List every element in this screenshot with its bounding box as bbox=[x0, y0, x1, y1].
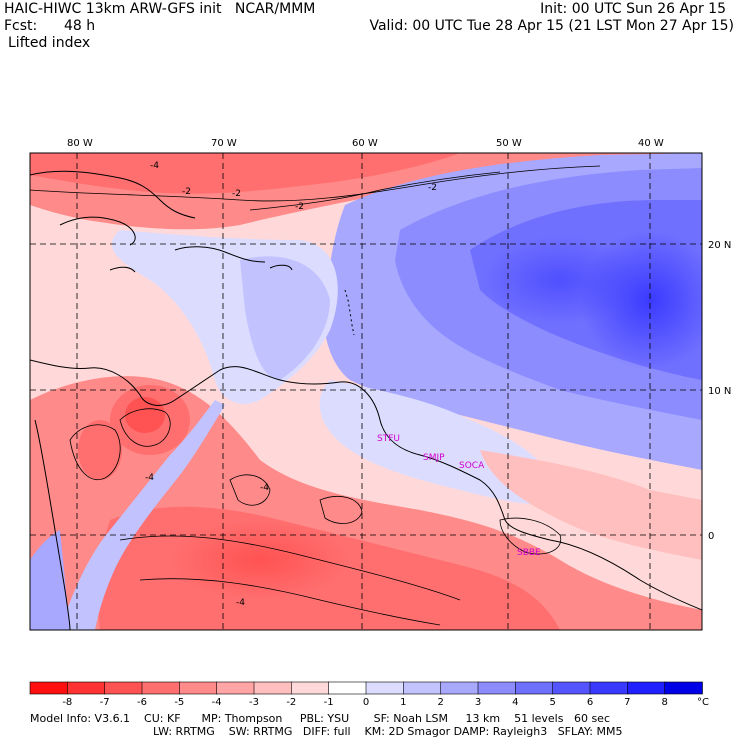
colorbar-swatch bbox=[179, 681, 218, 695]
model-info-line2: LW: RRTMG SW: RRTMG DIFF: full KM: 2D Sm… bbox=[153, 725, 623, 738]
colorbar-swatch bbox=[440, 681, 479, 695]
station-label-sbbe: SBBE bbox=[517, 548, 541, 558]
colorbar-swatch bbox=[664, 681, 703, 695]
shaded-field bbox=[30, 153, 702, 630]
lon-label-50w: 50 W bbox=[496, 138, 522, 149]
model-info-line1: Model Info: V3.6.1 CU: KF MP: Thompson P… bbox=[30, 712, 610, 725]
run-title: HAIC-HIWC 13km ARW-GFS init NCAR/MMM bbox=[4, 1, 316, 17]
colorbar-swatch bbox=[253, 681, 293, 695]
colorbar-tick-label: 6 bbox=[587, 697, 593, 708]
lon-label-40w: 40 W bbox=[638, 138, 664, 149]
lon-label-80w: 80 W bbox=[67, 138, 93, 149]
field-name: Lifted index bbox=[8, 35, 91, 51]
colorbar-swatch bbox=[67, 681, 106, 695]
forecast-hour: 48 h bbox=[64, 18, 96, 34]
colorbar-swatch bbox=[141, 681, 181, 695]
colorbar-swatch bbox=[216, 681, 255, 695]
station-label-soca: SOCA bbox=[459, 461, 485, 471]
contour-label: -2 bbox=[428, 183, 437, 193]
lat-label-0: 0 bbox=[708, 531, 714, 542]
colorbar-tick-label: -1 bbox=[324, 697, 334, 708]
colorbar-tick-label: -2 bbox=[286, 697, 296, 708]
lon-label-70w: 70 W bbox=[211, 138, 237, 149]
contour-label: -2 bbox=[182, 187, 191, 197]
colorbar-tick-label: 2 bbox=[437, 697, 443, 708]
contour-lines bbox=[30, 165, 601, 626]
colorbar-swatch bbox=[552, 681, 591, 695]
lat-label-10n: 10 N bbox=[708, 386, 731, 397]
colorbar-swatch bbox=[104, 681, 143, 695]
colorbar-tick-label: -4 bbox=[212, 697, 222, 708]
colorbar-tick-label: 1 bbox=[400, 697, 406, 708]
colorbar-tick-label: 8 bbox=[661, 697, 667, 708]
contour-label: -4 bbox=[260, 483, 269, 493]
colorbar-tick-label: 5 bbox=[549, 697, 555, 708]
colorbar-tick-label: -5 bbox=[174, 697, 184, 708]
contour-label: -4 bbox=[150, 161, 159, 171]
colorbar-tick-label: 3 bbox=[475, 697, 481, 708]
colorbar-swatch bbox=[477, 681, 517, 695]
colorbar: -8 -7 -6 -5 -4 -3 -2 -1 0 1 2 3 4 5 6 7 8 bbox=[29, 681, 703, 708]
colorbar-swatch bbox=[627, 681, 666, 695]
station-label-smjp: SMJP bbox=[423, 453, 445, 463]
contour-label: -2 bbox=[232, 189, 241, 199]
lat-label-20n: 20 N bbox=[708, 240, 731, 251]
contour-label: -4 bbox=[236, 598, 245, 608]
colorbar-swatch bbox=[328, 681, 367, 695]
colorbar-swatch bbox=[515, 681, 554, 695]
colorbar-swatch bbox=[291, 681, 330, 695]
colorbar-tick-label: -8 bbox=[62, 697, 72, 708]
colorbar-swatch bbox=[589, 681, 629, 695]
station-label-stfu: STFU bbox=[377, 434, 400, 444]
lon-label-60w: 60 W bbox=[352, 138, 378, 149]
colorbar-swatch bbox=[403, 681, 442, 695]
colorbar-swatch bbox=[29, 681, 69, 695]
colorbar-tick-label: -6 bbox=[137, 697, 147, 708]
graticule bbox=[30, 153, 702, 630]
colorbar-tick-label: 0 bbox=[363, 697, 369, 708]
init-time: Init: 00 UTC Sun 26 Apr 15 bbox=[540, 1, 726, 17]
map-frame bbox=[29, 152, 703, 631]
colorbar-tick-label: 4 bbox=[512, 697, 518, 708]
colorbar-tick-label: -3 bbox=[249, 697, 259, 708]
colorbar-tick-label: 7 bbox=[624, 697, 630, 708]
valid-time: Valid: 00 UTC Tue 28 Apr 15 (21 LST Mon … bbox=[369, 18, 734, 34]
contour-label: -2 bbox=[295, 202, 304, 212]
colorbar-unit: °C bbox=[697, 697, 709, 708]
colorbar-tick-label: -7 bbox=[100, 697, 110, 708]
contour-label: -4 bbox=[145, 473, 154, 483]
forecast-label: Fcst: bbox=[4, 18, 38, 34]
coastlines bbox=[30, 170, 702, 630]
colorbar-swatch bbox=[365, 681, 405, 695]
